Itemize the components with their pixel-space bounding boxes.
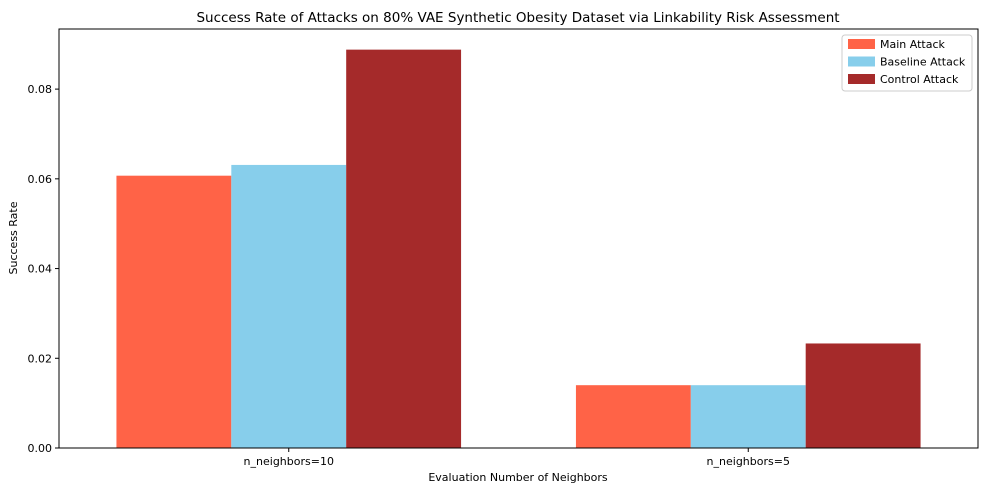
y-tick-label: 0.04 <box>28 263 53 276</box>
legend-swatch <box>848 39 875 49</box>
plot-frame <box>58 28 979 449</box>
y-tick-label: 0.08 <box>28 83 53 96</box>
y-axis-label: Success Rate <box>7 201 20 274</box>
legend-label: Main Attack <box>880 38 946 51</box>
bars-group <box>116 49 921 448</box>
x-axis: n_neighbors=10 n_neighbors=5 <box>244 448 790 468</box>
y-tick-label: 0.06 <box>28 173 53 186</box>
y-tick-label: 0.02 <box>28 352 53 365</box>
x-tick-label: n_neighbors=10 <box>244 455 334 468</box>
x-tick-label: n_neighbors=5 <box>707 455 790 468</box>
bar-baseline-attack-1 <box>231 164 347 448</box>
bar-baseline-attack-2 <box>690 385 806 448</box>
legend: Main Attack Baseline Attack Control Attack <box>841 34 973 92</box>
legend-label: Control Attack <box>880 73 959 86</box>
legend-swatch <box>848 56 875 67</box>
legend-swatch <box>848 74 875 84</box>
bar-control-attack-2 <box>805 343 921 448</box>
bar-main-attack-2 <box>575 385 691 448</box>
bar-main-attack-1 <box>116 175 232 448</box>
x-axis-label: Evaluation Number of Neighbors <box>428 471 608 484</box>
y-tick-label: 0.00 <box>28 442 53 455</box>
y-axis: 0.00 0.02 0.04 0.06 0.08 <box>28 83 59 455</box>
legend-label: Baseline Attack <box>880 56 966 69</box>
chart-title: Success Rate of Attacks on 80% VAE Synth… <box>196 10 839 26</box>
bar-control-attack-1 <box>346 49 462 448</box>
